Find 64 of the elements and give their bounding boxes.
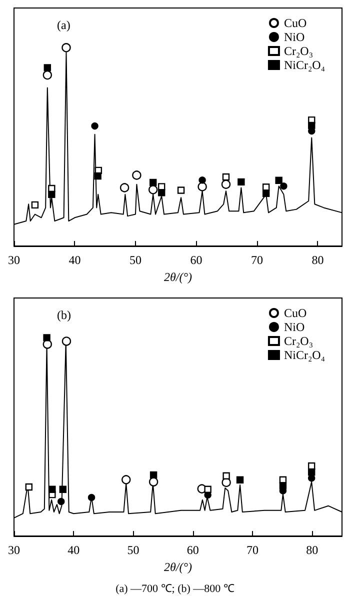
point: [149, 178, 157, 186]
point: [275, 176, 282, 184]
x-tick-label: 70: [250, 253, 263, 267]
point: [122, 475, 131, 484]
point: [25, 483, 33, 491]
x-tick-label: 30: [8, 253, 20, 267]
point: [279, 482, 287, 490]
point: [158, 189, 166, 196]
point: [132, 170, 142, 180]
legend-label: CuO: [284, 16, 307, 30]
x-tick-label: 30: [8, 543, 20, 557]
x-tick-label: 50: [127, 543, 140, 557]
point: [308, 468, 316, 476]
point: [42, 70, 52, 80]
point: [148, 185, 158, 194]
point: [120, 183, 130, 192]
point: [222, 478, 231, 488]
point: [58, 498, 65, 506]
point: [222, 472, 230, 480]
point: [148, 477, 158, 486]
x-tick-label: 80: [312, 253, 324, 267]
point: [221, 180, 231, 189]
x-axis-title: 2θ/(°): [164, 270, 192, 284]
point: [91, 122, 98, 130]
point: [48, 486, 56, 493]
point: [204, 486, 212, 493]
point: [62, 336, 72, 346]
point: [59, 486, 66, 493]
legend-label: Cr₂O₃: [284, 334, 314, 348]
x-tick-label: 70: [246, 543, 259, 557]
legend-label: NiO: [284, 30, 305, 44]
point: [238, 178, 245, 186]
point: [94, 172, 102, 180]
x-tick-label: 40: [68, 543, 80, 557]
point: [88, 494, 96, 502]
point: [48, 190, 56, 198]
point: [44, 64, 52, 72]
legend-label: Cr₂O₃: [284, 44, 314, 58]
point: [150, 471, 158, 479]
point: [222, 173, 230, 181]
point: [177, 186, 185, 194]
point: [262, 190, 270, 198]
point: [43, 334, 50, 342]
chart-title: (a): [57, 18, 70, 32]
point: [308, 122, 316, 130]
legend-label: NiCr₂O₄: [284, 58, 326, 72]
chart-title: (b): [57, 308, 71, 322]
x-tick-label: 60: [190, 253, 202, 267]
x-tick-label: 40: [68, 253, 81, 267]
x-tick-label: 50: [129, 253, 142, 267]
x-tick-label: 80: [306, 543, 318, 557]
point: [236, 476, 244, 484]
point: [31, 201, 39, 209]
point: [198, 176, 206, 184]
legend-label: NiCr₂O₄: [284, 348, 326, 362]
x-axis-title: 2θ/(°): [164, 560, 192, 574]
point: [62, 43, 71, 52]
legend-label: CuO: [284, 306, 307, 320]
x-tick-label: 60: [186, 543, 199, 557]
text: (a) —700 ℃; (b) —800 ℃: [114, 582, 236, 595]
point: [198, 182, 207, 192]
point: [280, 182, 288, 190]
point: [262, 183, 270, 191]
legend-label: NiO: [284, 320, 305, 334]
